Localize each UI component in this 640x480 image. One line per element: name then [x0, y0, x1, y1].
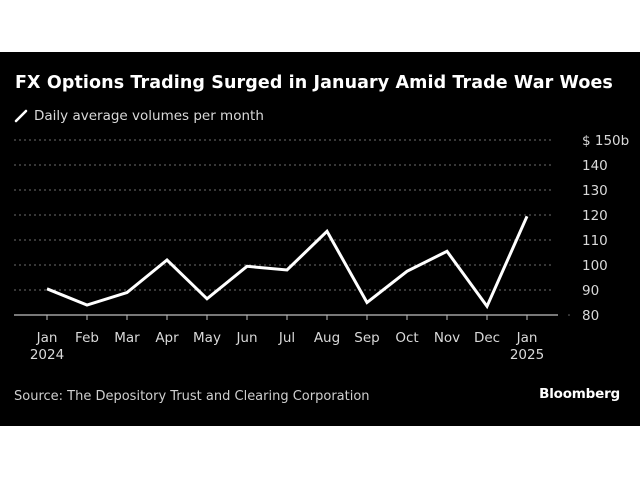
legend-label: Daily average volumes per month [34, 108, 264, 124]
y-tick-label: 130 [582, 183, 608, 199]
x-tick-label: May [193, 330, 221, 346]
x-tick-label: Jul [278, 330, 295, 346]
y-tick-label: 140 [582, 158, 608, 174]
y-tick-label: 90 [582, 283, 599, 299]
y-tick-label: 120 [582, 208, 608, 224]
x-tick-label: Jan [516, 330, 538, 346]
x-tick-label: Apr [155, 330, 179, 346]
x-tick-label: Feb [75, 330, 99, 346]
chart-title: FX Options Trading Surged in January Ami… [15, 73, 613, 93]
x-tick-label: Jun [235, 330, 257, 346]
x-tick-label: Nov [434, 330, 460, 346]
x-tick-label: Sep [354, 330, 379, 346]
bloomberg-logo: Bloomberg [539, 386, 620, 402]
y-tick-label: 100 [582, 258, 608, 274]
x-tick-label: Oct [395, 330, 418, 346]
x-tick-label: Jan [36, 330, 58, 346]
y-axis-labels: 80 90 100 110 120 130 140 $ 150b [582, 133, 629, 324]
y-tick-label: 110 [582, 233, 608, 249]
source-note: Source: The Depository Trust and Clearin… [14, 389, 370, 404]
line-series-icon [14, 109, 28, 123]
legend: Daily average volumes per month [14, 108, 264, 124]
y-tick-label: 80 [582, 308, 599, 324]
series-group [46, 215, 529, 310]
x-tick-label: Mar [114, 330, 140, 346]
y-tick-label: $ 150b [582, 133, 629, 149]
x-tick-label: Aug [314, 330, 340, 346]
x-axis [14, 314, 570, 320]
x-tick-label: Dec [474, 330, 500, 346]
x-tick-year-label: 2025 [510, 347, 544, 363]
series-line [46, 215, 529, 310]
x-tick-year-label: 2024 [30, 347, 64, 363]
axis-end-dot [568, 314, 570, 316]
gridlines [14, 139, 554, 291]
